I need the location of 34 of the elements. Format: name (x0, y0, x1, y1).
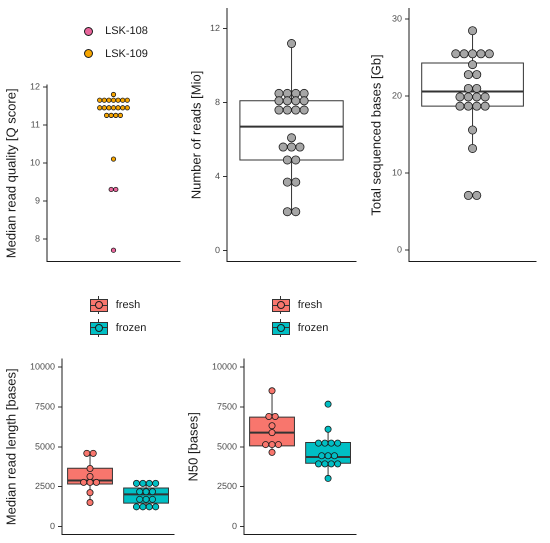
legend-label: LSK-109 (105, 46, 148, 60)
y-tick-label: 10000 (212, 361, 237, 372)
y-axis-title: N50 [bases] (185, 412, 200, 482)
y-tick-label: 12 (30, 81, 40, 92)
y-tick-label: 11 (30, 119, 40, 130)
y-tick-label: 8 (214, 97, 220, 108)
y-tick-label: 12 (210, 23, 220, 34)
legend-label: LSK-108 (105, 24, 148, 38)
y-tick-label: 2500 (34, 481, 55, 492)
y-tick-label: 10 (30, 157, 40, 168)
y-tick-label: 5000 (216, 441, 237, 452)
y-tick-label: 0 (50, 521, 55, 532)
y-axis-title: Total sequenced bases [Gb] (368, 54, 384, 216)
y-tick-label: 9 (34, 195, 40, 206)
legend-label: frozen (116, 320, 146, 334)
y-tick-label: 0 (232, 521, 237, 532)
y-tick-label: 20 (392, 90, 402, 101)
y-tick-label: 0 (396, 244, 402, 255)
legend-label: fresh (116, 298, 140, 312)
y-tick-label: 2500 (216, 481, 237, 492)
y-tick-label: 7500 (34, 401, 55, 412)
y-tick-label: 0 (214, 244, 220, 255)
legend-label: fresh (298, 298, 322, 312)
y-tick-label: 8 (34, 233, 40, 244)
y-axis-title: Number of reads [Mio] (188, 70, 204, 200)
y-tick-label: 4 (214, 171, 220, 182)
y-tick-label: 10000 (30, 361, 55, 372)
y-axis-title: Median read quality [Q score] (3, 88, 18, 258)
y-axis-title: Median read length [bases] (3, 368, 18, 526)
legend-label: frozen (298, 320, 328, 334)
y-tick-label: 5000 (34, 441, 55, 452)
y-tick-label: 30 (392, 14, 402, 24)
y-tick-label: 10 (392, 168, 402, 178)
y-tick-label: 7500 (216, 401, 237, 412)
